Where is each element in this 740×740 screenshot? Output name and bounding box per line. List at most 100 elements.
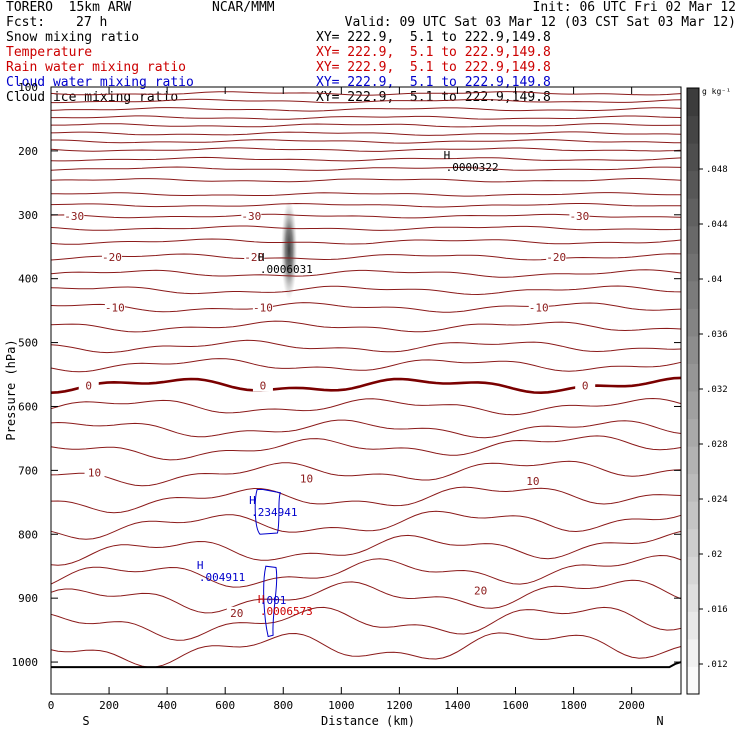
colorbar-swatch [687,363,699,392]
temperature-label: 0 [260,379,267,392]
colorbar-swatch [687,170,699,199]
colorbar-tick-label: .028 [706,440,728,450]
plot-frame [50,86,682,695]
colorbar-swatch [687,253,699,282]
field-name-snow: Snow mixing ratio [6,30,140,45]
y-tick-label: 900 [18,592,38,605]
colorbar-swatch [687,528,699,557]
x-tick-label: 800 [273,699,293,712]
y-tick-label: 100 [18,81,38,94]
label-bg [569,210,590,223]
colorbar-swatch [687,225,699,254]
x-tick-label: 600 [215,699,235,712]
isotherm-line [50,178,682,183]
field-xy-temperature: XY= 222.9, 5.1 to 222.9,149.8 [316,45,551,60]
temperature-label: -20 [102,251,122,264]
y-tick-label: 500 [18,337,38,350]
temperature-label: -30 [241,210,261,223]
colorbar-swatch [687,88,699,117]
extremum-value: .0006031 [260,263,313,276]
isotherm-line [50,554,682,588]
isotherm-line [50,320,682,333]
label-bg [252,379,273,392]
label-bg [244,250,265,263]
colorbar-swatch [687,335,699,364]
temperature-label: 0 [582,379,589,392]
colorbar-swatch [687,115,699,144]
temperature-label: 10 [88,466,101,479]
field-xy-cloud-water: XY= 222.9, 5.1 to 222.9,149.8 [316,75,551,90]
isotherm-line [50,530,682,566]
isotherm-line [50,192,681,197]
high-marker: H [249,494,256,507]
isotherm-line [50,358,682,373]
colorbar-tick-label: .024 [706,495,728,505]
colorbar-frame [686,87,700,695]
high-marker: H [197,559,204,572]
isotherm-line [51,139,682,144]
snow-shading [281,199,298,300]
isotherm-line [50,460,682,487]
y-tick-label: 400 [18,273,38,286]
temperature-label: -30 [569,210,589,223]
isotherm-line [51,98,682,104]
colorbar-tick-label: .04 [706,275,722,285]
colorbar-swatch [687,556,699,585]
isotherm-line [50,339,682,354]
colorbar-tick-label: .012 [706,660,728,670]
y-axis-label: Pressure (hPa) [4,339,18,440]
isotherm-line [50,579,682,614]
y-tick-label: 600 [18,400,38,413]
colorbar-swatch [687,446,699,475]
isotherm-line [50,147,682,152]
label-bg [470,584,491,597]
isotherm-line [50,269,682,278]
isotherm-line [50,253,682,261]
isotherm-line [50,435,682,461]
isotherm-line [50,486,682,514]
y-tick-label: 1000 [12,656,39,669]
x-tick-label: 1000 [328,699,355,712]
label-bg [528,301,549,314]
extremum-value: .001 [260,594,287,607]
valid-time: Valid: 09 UTC Sat 03 Mar 12 (03 CST Sat … [344,15,736,30]
temperature-label: 0 [85,379,92,392]
temperature-label: -10 [253,301,273,314]
label-bg [252,301,273,314]
temperature-label: 20 [474,584,487,597]
extremum-value: .0006573 [260,605,313,618]
colorbar-swatch [687,583,699,612]
fcst-value: 27 h [76,15,108,30]
isotherm-line [50,166,682,171]
label-bg [64,210,85,223]
cloud-water-contour [263,565,278,638]
high-marker: H [258,593,265,606]
colorbar-swatch [687,308,699,337]
isotherm-line [50,419,682,439]
isotherm-line [50,238,682,245]
isotherm-line [50,510,682,540]
temperature-label: -20 [244,251,264,264]
label-bg [241,210,262,223]
label-bg [522,475,543,488]
temperature-label: 20 [230,607,243,620]
isotherm-line [50,156,682,162]
fcst-label: Fcst: [6,15,46,30]
colorbar-tick-label: .032 [706,385,728,395]
field-name-cloud-water: Cloud water mixing ratio [6,75,194,90]
model-title: TORERO 15km ARW [6,0,132,15]
high-marker: H [258,251,265,264]
x-axis-label: Distance (km) [321,714,415,728]
isotherm-line [50,131,682,136]
label-bg [78,379,99,392]
high-marker: H [444,149,451,162]
x-tick-label: 1800 [560,699,587,712]
colorbar-swatch [687,391,699,420]
isotherm-line [50,91,682,96]
label-bg [575,379,596,392]
init-time: Init: 06 UTC Fri 02 Mar 12 [532,0,737,15]
field-name-rain: Rain water mixing ratio [6,60,187,75]
y-tick-label: 300 [18,209,38,222]
y-tick-label: 800 [18,528,38,541]
